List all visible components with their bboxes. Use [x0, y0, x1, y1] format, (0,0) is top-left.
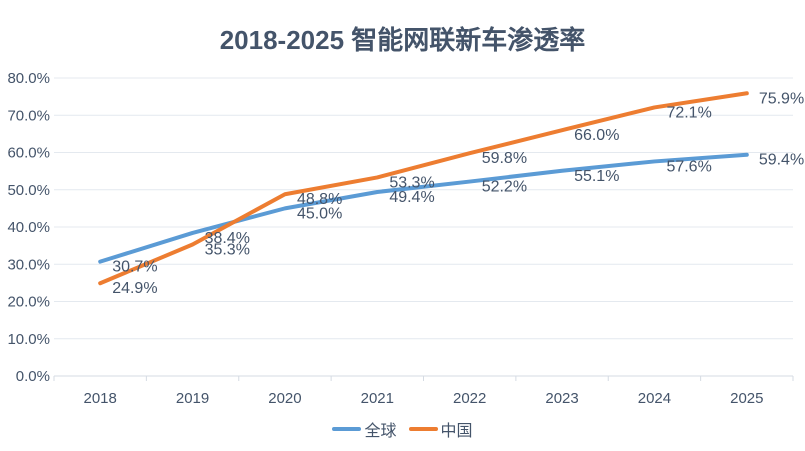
legend-global-line-icon: [332, 427, 362, 431]
legend: 全球 中国: [0, 417, 805, 441]
y-axis-label: 80.0%: [7, 70, 50, 87]
data-label-china: 53.3%: [389, 174, 434, 191]
data-label-china: 24.9%: [112, 280, 157, 297]
y-axis-label: 60.0%: [7, 145, 50, 162]
y-axis-label: 30.0%: [7, 256, 50, 273]
legend-label-china: 中国: [440, 423, 473, 440]
legend-item-china: 中国: [408, 417, 473, 441]
data-label-global: 30.7%: [112, 259, 157, 276]
y-axis-label: 10.0%: [7, 331, 50, 348]
x-axis-label: 2018: [84, 390, 117, 407]
series-line-china: [98, 91, 749, 286]
data-label-global: 55.1%: [574, 168, 619, 185]
data-label-china: 35.3%: [205, 242, 250, 259]
data-label-china: 66.0%: [574, 127, 619, 144]
y-axis-label: 20.0%: [7, 294, 50, 311]
y-axis-label: 0.0%: [16, 368, 50, 385]
data-label-global: 52.2%: [482, 179, 527, 196]
data-label-china: 59.8%: [482, 150, 527, 167]
data-label-global: 59.4%: [759, 152, 804, 169]
chart-title: 2018-2025 智能网联新车渗透率: [219, 25, 586, 55]
y-axis-label: 70.0%: [7, 107, 50, 124]
legend-label-global: 全球: [364, 423, 397, 440]
data-label-china: 75.9%: [759, 90, 804, 107]
data-label-global: 49.4%: [389, 189, 434, 206]
legend-china-line-icon: [408, 427, 438, 431]
x-axis-label: 2022: [453, 390, 486, 407]
x-axis-label: 2024: [638, 390, 671, 407]
series-line-global: [98, 152, 749, 264]
x-axis-label: 2021: [361, 390, 394, 407]
x-axis-label: 2025: [730, 390, 763, 407]
legend-item-global: 全球: [332, 417, 397, 441]
x-axis-label: 2019: [176, 390, 209, 407]
data-label-global: 45.0%: [297, 205, 342, 222]
x-axis-label: 2020: [268, 390, 301, 407]
data-label-china: 48.8%: [297, 191, 342, 208]
x-axis-label: 2023: [545, 390, 578, 407]
y-axis-label: 40.0%: [7, 219, 50, 236]
data-label-global: 38.4%: [205, 230, 250, 247]
data-label-china: 72.1%: [666, 104, 711, 121]
y-axis-label: 50.0%: [7, 182, 50, 199]
data-label-global: 57.6%: [666, 158, 711, 175]
